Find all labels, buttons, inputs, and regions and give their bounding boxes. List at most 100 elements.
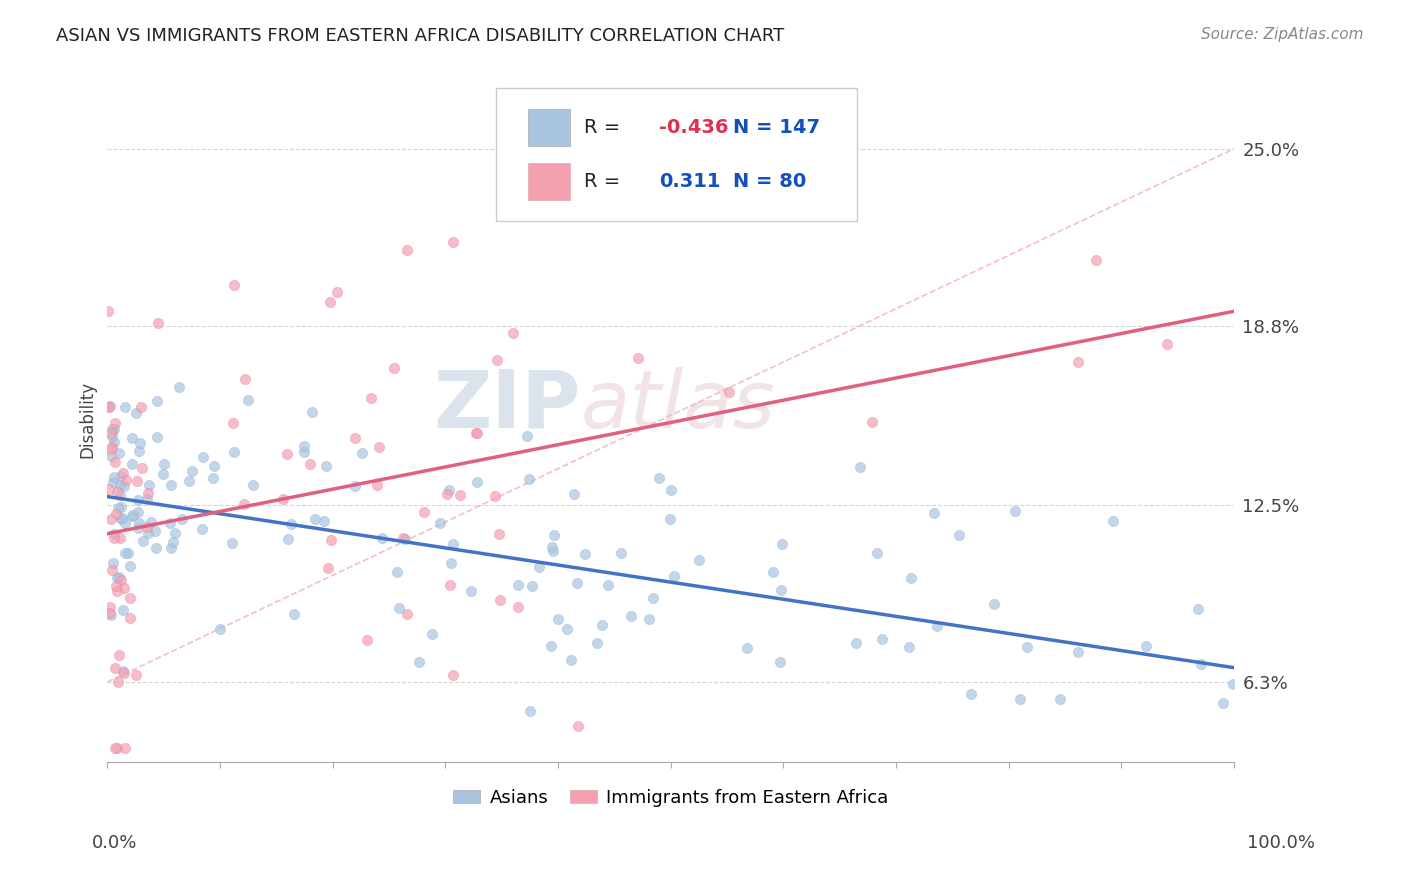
Text: atlas: atlas	[581, 367, 775, 445]
Point	[527, 559, 550, 574]
Text: -0.436: -0.436	[659, 118, 728, 136]
Point	[641, 591, 664, 605]
Point	[104, 740, 127, 755]
Text: N = 147: N = 147	[733, 118, 820, 136]
Point	[98, 399, 121, 413]
Point	[662, 569, 685, 583]
Point	[441, 235, 464, 249]
Point	[465, 475, 488, 489]
Point	[352, 446, 374, 460]
Point	[465, 426, 488, 441]
Point	[114, 400, 136, 414]
Point	[98, 600, 121, 615]
Point	[108, 446, 131, 460]
Point	[562, 487, 585, 501]
Point	[1222, 677, 1244, 691]
Point	[638, 612, 661, 626]
Point	[190, 522, 212, 536]
Point	[121, 509, 143, 524]
Point	[107, 674, 129, 689]
Point	[107, 501, 129, 516]
Y-axis label: Disability: Disability	[79, 381, 96, 458]
Point	[148, 316, 170, 330]
Point	[103, 527, 125, 541]
Point	[866, 546, 889, 560]
Point	[343, 479, 366, 493]
Point	[145, 541, 167, 555]
Point	[111, 603, 134, 617]
Point	[983, 597, 1005, 611]
Point	[121, 432, 143, 446]
Point	[408, 655, 430, 669]
Point	[688, 552, 710, 566]
Point	[121, 508, 143, 522]
Point	[441, 667, 464, 681]
Point	[202, 458, 225, 473]
Point	[159, 516, 181, 530]
Point	[125, 668, 148, 682]
FancyBboxPatch shape	[527, 109, 571, 146]
Point	[506, 599, 529, 614]
Point	[516, 429, 538, 443]
Point	[506, 578, 529, 592]
Point	[179, 474, 201, 488]
Point	[440, 556, 463, 570]
Point	[382, 361, 405, 376]
Point	[395, 244, 418, 258]
Point	[436, 486, 458, 500]
Point	[104, 417, 127, 431]
Point	[960, 687, 983, 701]
Point	[98, 607, 121, 621]
Point	[103, 531, 125, 545]
Point	[484, 489, 506, 503]
Point	[1067, 355, 1090, 369]
Point	[560, 653, 582, 667]
Point	[1212, 696, 1234, 710]
Point	[319, 294, 342, 309]
Point	[770, 582, 793, 597]
Point	[117, 546, 139, 560]
Point	[152, 467, 174, 482]
Point	[128, 443, 150, 458]
Point	[160, 478, 183, 492]
Point	[100, 449, 122, 463]
Point	[193, 450, 215, 464]
Point	[441, 536, 464, 550]
Point	[567, 719, 589, 733]
Text: ASIAN VS IMMIGRANTS FROM EASTERN AFRICA DISABILITY CORRELATION CHART: ASIAN VS IMMIGRANTS FROM EASTERN AFRICA …	[56, 27, 785, 45]
Point	[314, 514, 336, 528]
Point	[1187, 601, 1209, 615]
Point	[543, 543, 565, 558]
Point	[610, 546, 633, 560]
Text: R =: R =	[583, 172, 627, 191]
Point	[118, 558, 141, 573]
Point	[96, 401, 118, 415]
Point	[160, 541, 183, 556]
Point	[100, 442, 122, 457]
Point	[129, 400, 152, 414]
Point	[110, 512, 132, 526]
Point	[163, 525, 186, 540]
Point	[360, 392, 382, 406]
Point	[128, 516, 150, 530]
Point	[222, 445, 245, 459]
Point	[1084, 252, 1107, 267]
Point	[104, 455, 127, 469]
Text: 0.311: 0.311	[659, 172, 721, 191]
Point	[648, 471, 671, 485]
Point	[276, 447, 298, 461]
Point	[356, 633, 378, 648]
Point	[1156, 336, 1178, 351]
Point	[201, 471, 224, 485]
Point	[735, 640, 758, 655]
Point	[136, 525, 159, 540]
Point	[108, 648, 131, 662]
Point	[388, 601, 411, 615]
Point	[146, 393, 169, 408]
Text: Source: ZipAtlas.com: Source: ZipAtlas.com	[1201, 27, 1364, 42]
Legend: Asians, Immigrants from Eastern Africa: Asians, Immigrants from Eastern Africa	[446, 782, 896, 814]
Point	[927, 618, 949, 632]
Point	[152, 458, 174, 472]
Point	[277, 533, 299, 547]
Point	[292, 439, 315, 453]
